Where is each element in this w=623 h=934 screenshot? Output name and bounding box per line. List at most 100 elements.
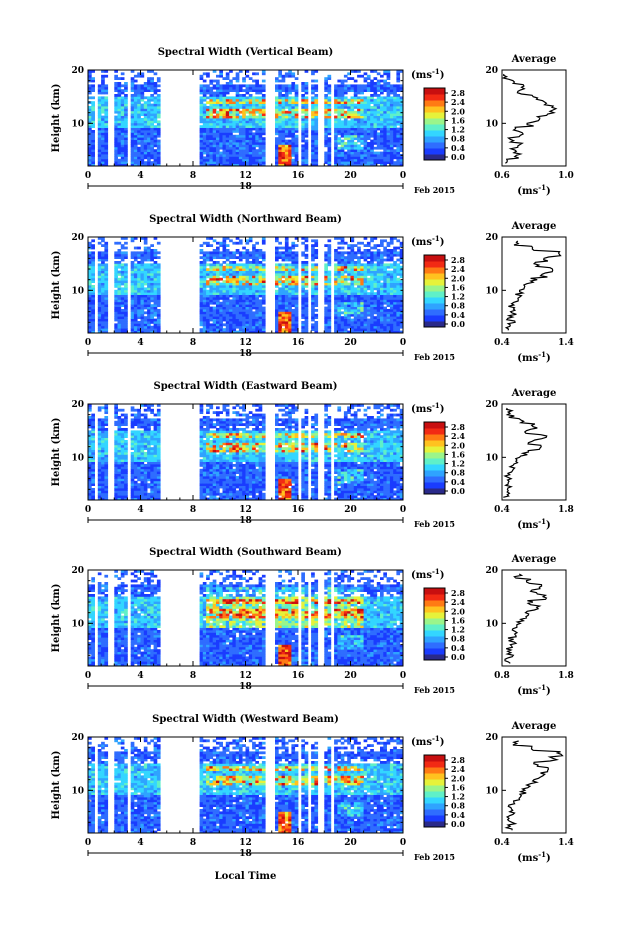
heat-cell xyxy=(124,140,128,143)
heat-cell xyxy=(141,309,145,312)
heat-cell xyxy=(216,92,220,95)
heat-cell xyxy=(255,309,259,312)
heat-cell xyxy=(232,159,236,162)
heat-cell xyxy=(147,120,151,123)
heat-cell xyxy=(255,311,259,314)
heat-cell xyxy=(131,111,135,114)
heat-cell xyxy=(242,263,246,266)
heat-cell xyxy=(246,249,250,252)
heat-cell xyxy=(223,254,227,257)
heat-cell xyxy=(390,104,394,107)
heat-cell xyxy=(285,87,289,90)
heat-cell xyxy=(239,239,243,242)
heat-cell xyxy=(252,142,256,145)
heat-cell xyxy=(121,319,125,322)
heat-cell xyxy=(364,137,368,140)
heat-cell xyxy=(98,147,102,150)
heat-cell xyxy=(124,247,128,250)
heat-cell xyxy=(344,120,348,123)
heat-cell xyxy=(334,152,338,155)
heat-cell xyxy=(347,101,351,104)
heat-cell xyxy=(134,316,138,319)
heat-cell xyxy=(236,304,240,307)
heat-cell xyxy=(278,309,282,312)
heat-cell xyxy=(259,116,263,119)
heat-cell xyxy=(246,75,250,78)
heat-cell xyxy=(98,256,102,259)
heat-cell xyxy=(390,259,394,262)
heat-cell xyxy=(249,275,253,278)
heat-cell xyxy=(357,75,361,78)
heat-cell xyxy=(144,311,148,314)
heat-cell xyxy=(295,297,299,300)
heat-cell xyxy=(154,72,158,75)
heat-cell xyxy=(311,254,315,257)
heat-cell xyxy=(229,314,233,317)
heat-cell xyxy=(252,268,256,271)
heat-cell xyxy=(219,285,223,288)
heat-cell xyxy=(288,307,292,310)
heat-cell xyxy=(380,242,384,245)
heat-cell xyxy=(213,92,217,95)
heat-cell xyxy=(305,106,309,109)
heat-cell xyxy=(88,92,92,95)
heat-cell xyxy=(144,299,148,302)
heat-cell xyxy=(387,304,391,307)
heat-cell xyxy=(104,326,108,329)
heat-cell xyxy=(121,84,125,87)
heat-cell xyxy=(219,135,223,138)
heat-cell xyxy=(364,144,368,147)
heat-cell xyxy=(337,323,341,326)
heat-cell xyxy=(236,84,240,87)
heat-cell xyxy=(383,295,387,298)
heat-cell xyxy=(295,254,299,257)
heat-cell xyxy=(114,101,118,104)
heat-cell xyxy=(295,321,299,324)
heat-cell xyxy=(114,285,118,288)
heat-cell xyxy=(328,123,332,126)
heat-cell xyxy=(291,137,295,140)
heat-cell xyxy=(347,302,351,305)
heat-cell xyxy=(88,77,92,80)
colorbar-segment xyxy=(424,118,445,125)
heat-cell xyxy=(213,125,217,128)
y-axis-label: Height (km) xyxy=(51,84,62,153)
heat-cell xyxy=(351,120,355,123)
heat-cell xyxy=(360,99,364,102)
heat-cell xyxy=(98,111,102,114)
heat-cell xyxy=(236,101,240,104)
heat-cell xyxy=(118,154,122,157)
heat-cell xyxy=(157,140,161,143)
heat-cell xyxy=(226,72,230,75)
heat-cell xyxy=(104,316,108,319)
heat-cell xyxy=(282,87,286,90)
heat-cell xyxy=(334,149,338,152)
heat-cell xyxy=(216,142,220,145)
heat-cell xyxy=(357,321,361,324)
heat-cell xyxy=(291,152,295,155)
heat-cell xyxy=(203,120,207,123)
heat-cell xyxy=(246,159,250,162)
heat-cell xyxy=(206,92,210,95)
heat-cell xyxy=(144,278,148,281)
heat-cell xyxy=(305,323,309,326)
heat-cell xyxy=(98,321,102,324)
heat-cell xyxy=(301,111,305,114)
heat-cell xyxy=(223,273,227,276)
heat-cell xyxy=(229,135,233,138)
heat-cell xyxy=(354,99,358,102)
heat-cell xyxy=(98,295,102,298)
heat-cell xyxy=(347,147,351,150)
heat-cell xyxy=(347,104,351,107)
heat-cell xyxy=(121,254,125,257)
heat-cell xyxy=(380,256,384,259)
heat-cell xyxy=(387,309,391,312)
heat-cell xyxy=(137,273,141,276)
heat-cell xyxy=(374,92,378,95)
heat-cell xyxy=(124,256,128,259)
heat-cell xyxy=(314,101,318,104)
heat-cell xyxy=(101,271,105,274)
heat-cell xyxy=(114,147,118,150)
heat-cell xyxy=(282,304,286,307)
heat-cell xyxy=(383,144,387,147)
